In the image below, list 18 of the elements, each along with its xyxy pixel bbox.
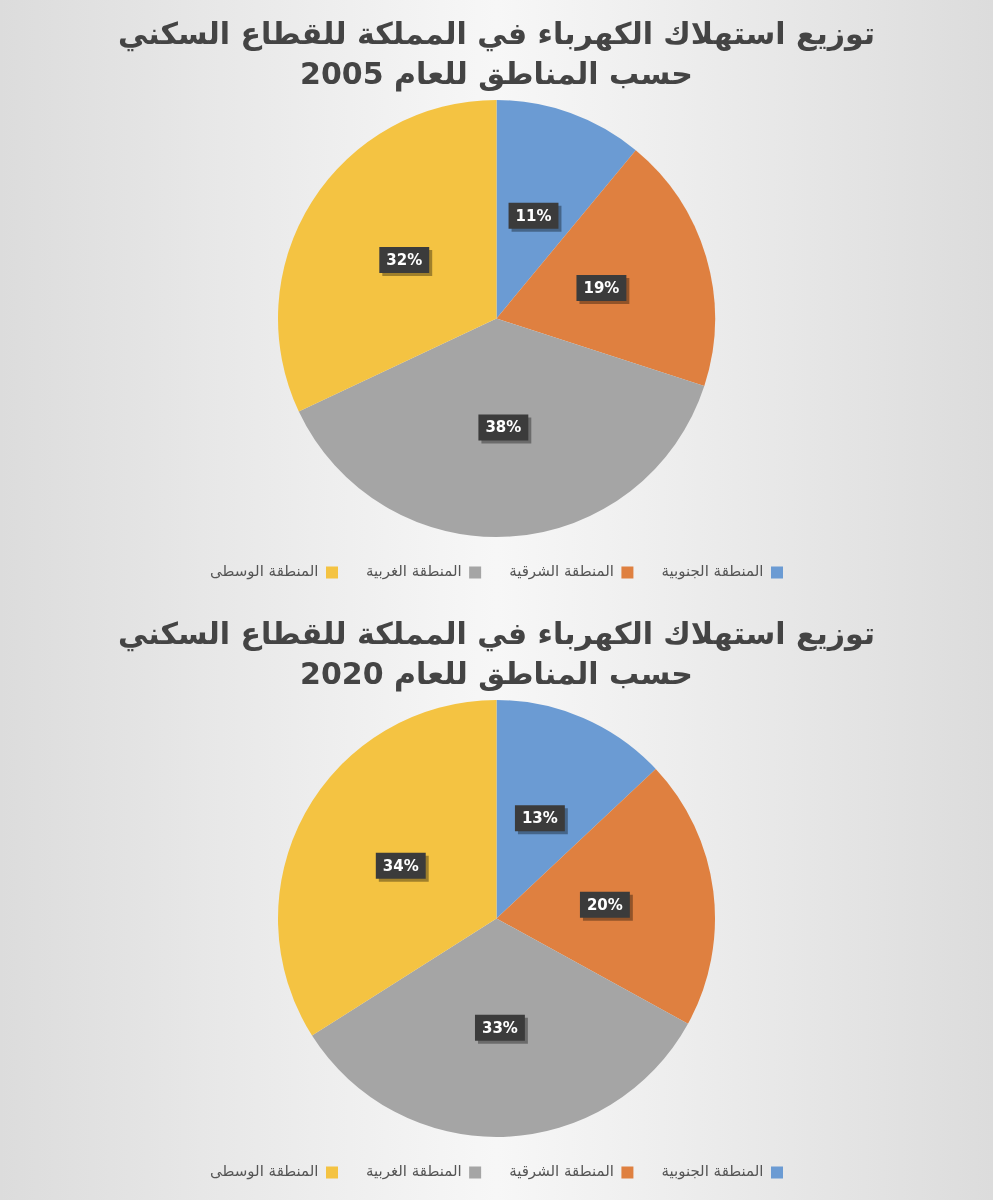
chart-title: توزيع استهلاك الكهرباء في المملكة للقطاع السكني حسب المناطق للعام 2020 (116, 615, 877, 694)
data-label: 20% (586, 895, 623, 914)
data-label: 19% (583, 278, 620, 297)
data-label: 32% (386, 250, 423, 269)
legend-label: المنطقة الشرقية (509, 562, 614, 581)
data-label: 34% (382, 856, 419, 875)
legend-label: المنطقة الجنوبية (661, 562, 764, 581)
legend-label: المنطقة الوسطى (209, 562, 319, 581)
legend-label: المنطقة الغربية (366, 1162, 462, 1181)
legend-label: المنطقة الجنوبية (661, 1162, 764, 1181)
chart-title: توزيع استهلاك الكهرباء في المملكة للقطاع السكني حسب المناطق للعام 2005 (116, 15, 877, 94)
legend-label: المنطقة الوسطى (209, 1162, 319, 1181)
legend-label: المنطقة الغربية (366, 562, 462, 581)
data-label: 33% (481, 1018, 518, 1037)
legend-label: المنطقة الشرقية (509, 1162, 614, 1181)
data-label: 13% (521, 809, 558, 828)
data-label: 38% (485, 418, 522, 437)
data-label: 11% (515, 206, 552, 225)
